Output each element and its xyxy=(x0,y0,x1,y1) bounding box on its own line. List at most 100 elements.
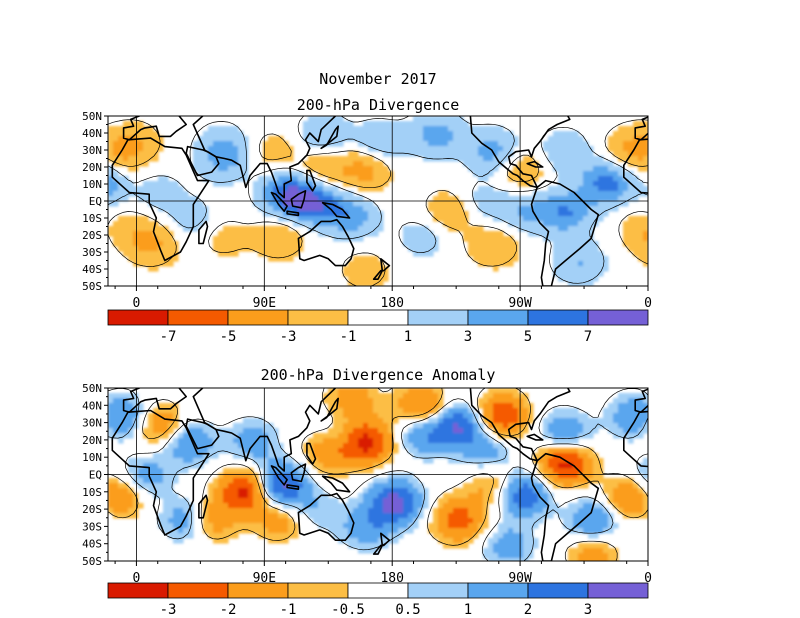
field-cell xyxy=(288,498,294,504)
field-cell xyxy=(293,488,299,494)
field-cell xyxy=(358,418,364,424)
field-cell xyxy=(193,463,199,469)
field-cell xyxy=(528,413,534,419)
field-cell xyxy=(523,508,529,514)
field-cell xyxy=(593,196,599,202)
field-cell xyxy=(543,453,549,459)
field-cell xyxy=(143,468,149,474)
field-cell xyxy=(578,508,584,514)
field-cell xyxy=(478,251,484,257)
field-cell xyxy=(508,473,514,479)
colorbar-label: -3 xyxy=(280,329,297,345)
field-cell xyxy=(318,226,324,232)
field-cell xyxy=(543,146,549,152)
field-cell xyxy=(388,131,394,137)
field-cell xyxy=(643,398,648,404)
field-cell xyxy=(398,493,404,499)
field-cell xyxy=(333,191,339,197)
field-cell xyxy=(373,266,379,272)
field-cell xyxy=(353,538,359,544)
field-cell xyxy=(478,523,484,529)
field-cell xyxy=(403,508,409,514)
field-cell xyxy=(518,543,524,549)
field-cell xyxy=(583,176,589,182)
field-cell xyxy=(153,473,159,479)
field-cell xyxy=(153,266,159,272)
field-cell xyxy=(453,226,459,232)
field-cell xyxy=(238,488,244,494)
field-cell xyxy=(453,131,459,137)
field-cell xyxy=(148,246,154,252)
field-cell xyxy=(323,171,329,177)
field-cell xyxy=(208,166,214,172)
field-cell xyxy=(558,186,564,192)
field-cell xyxy=(178,468,184,474)
field-cell xyxy=(373,206,379,212)
field-cell xyxy=(283,498,289,504)
field-cell xyxy=(128,226,134,232)
field-cell xyxy=(253,201,259,207)
field-cell xyxy=(118,141,124,147)
field-cell xyxy=(163,528,169,534)
field-cell xyxy=(223,241,229,247)
field-cell xyxy=(188,518,194,524)
field-cell xyxy=(568,463,574,469)
field-cell xyxy=(598,418,604,424)
field-cell xyxy=(173,528,179,534)
field-cell xyxy=(638,216,644,222)
field-cell xyxy=(298,503,304,509)
field-cell xyxy=(548,226,554,232)
field-cell xyxy=(463,453,469,459)
field-cell xyxy=(338,438,344,444)
field-cell xyxy=(513,388,519,394)
field-cell xyxy=(508,241,514,247)
field-cell xyxy=(263,201,269,207)
field-cell xyxy=(213,533,219,539)
field-cell xyxy=(513,408,519,414)
field-cell xyxy=(623,241,629,247)
field-cell xyxy=(138,141,144,147)
field-cell xyxy=(263,443,269,449)
field-cell xyxy=(563,523,569,529)
field-cell xyxy=(548,478,554,484)
field-cell xyxy=(123,216,129,222)
field-cell xyxy=(588,508,594,514)
field-cell xyxy=(333,131,339,137)
field-cell xyxy=(363,141,369,147)
field-cell xyxy=(603,518,609,524)
field-cell xyxy=(448,206,454,212)
field-cell xyxy=(168,453,174,459)
field-cell xyxy=(483,503,489,509)
field-cell xyxy=(478,141,484,147)
coastline-arabia xyxy=(698,147,731,176)
field-cell xyxy=(583,261,589,267)
field-cell xyxy=(183,443,189,449)
field-cell xyxy=(258,226,264,232)
field-cell xyxy=(233,126,239,132)
field-cell xyxy=(353,528,359,534)
field-cell xyxy=(558,196,564,202)
field-cell xyxy=(413,428,419,434)
field-cell xyxy=(508,553,514,559)
field-cell xyxy=(533,171,539,177)
field-cell xyxy=(348,226,354,232)
field-cell xyxy=(338,523,344,529)
field-cell xyxy=(473,518,479,524)
field-cell xyxy=(458,498,464,504)
field-cell xyxy=(563,256,569,262)
field-cell xyxy=(448,196,454,202)
field-cell xyxy=(508,398,514,404)
field-cell xyxy=(148,251,154,257)
field-cell xyxy=(343,413,349,419)
field-cell xyxy=(523,196,529,202)
field-cell xyxy=(458,453,464,459)
field-cell xyxy=(473,433,479,439)
field-cell xyxy=(573,246,579,252)
field-cell xyxy=(443,503,449,509)
field-cell xyxy=(623,126,629,132)
field-cell xyxy=(463,428,469,434)
field-cell xyxy=(253,191,259,197)
field-cell xyxy=(343,121,349,127)
field-cell xyxy=(428,151,434,157)
field-cell xyxy=(168,508,174,514)
